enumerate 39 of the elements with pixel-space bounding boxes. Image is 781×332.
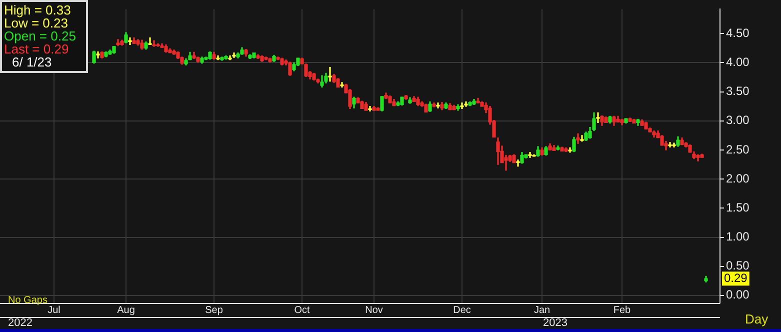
candlestick [436,102,440,108]
text: 2022 [8,317,32,330]
candlestick [232,52,236,58]
y-tick-label: 3.50 [726,84,750,98]
x-tick-label: Jul [48,304,60,316]
y-tick-label: 0.00 [726,288,750,302]
x-tick-label: Dec [453,304,471,316]
annotation: 0.29 [724,270,748,285]
annotation: Last = 0.29 [4,42,69,57]
x-tick-label: Feb [613,304,632,316]
x-tick-label: Nov [365,304,383,316]
x-tick-label: Jan [534,304,550,316]
y-tick-label: 1.50 [726,200,750,214]
x-tick-label: Sep [205,304,224,316]
annotation: No Gaps [8,294,48,306]
x-tick-label: Oct [294,304,310,316]
y-tick-label: 4.50 [726,26,750,40]
x-tick-label: Aug [117,304,135,316]
y-tick-label: 2.00 [726,171,750,186]
y-tick-label: 2.50 [726,142,750,156]
candlestick [340,82,344,88]
annotation: High = 0.33 [4,2,71,18]
candlestick [328,67,332,82]
y-tick-label: 4.00 [726,55,750,70]
candlestick [516,160,520,167]
text: 2023 [543,317,568,330]
y-tick-label: 1.00 [726,230,750,244]
candlestick [596,112,600,123]
candlestick [460,102,464,110]
candlestick [672,142,676,148]
y-tick-label: 0.50 [726,258,750,273]
annotation: 6/ 1/23 [12,54,52,70]
annotation: Open = 0.25 [4,28,76,44]
candlestick [668,142,672,148]
candlestick [368,106,372,112]
candlestick [128,37,132,46]
y-tick-label: 3.00 [726,113,750,128]
candlestick [528,152,532,158]
text: Day [745,312,769,327]
